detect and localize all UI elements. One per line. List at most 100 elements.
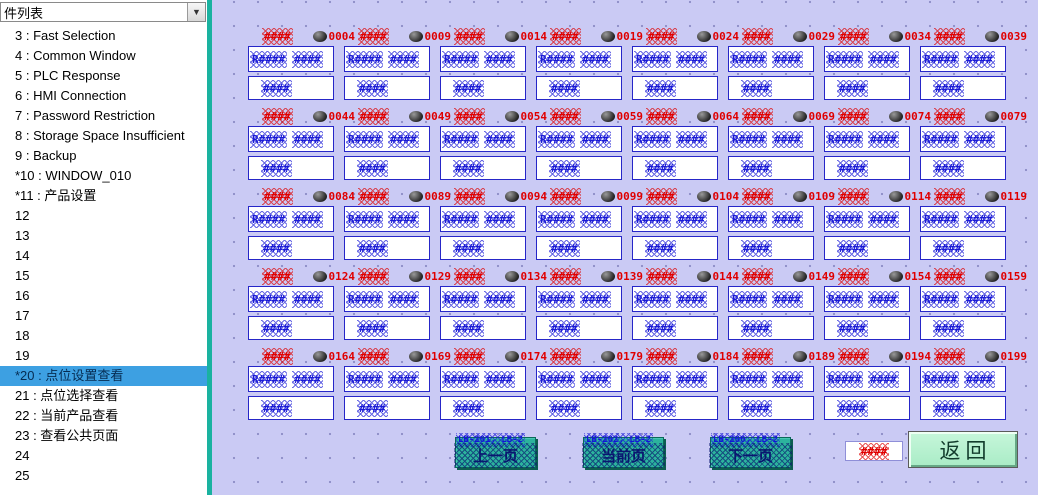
register-display-box[interactable]: R#### #### (824, 126, 910, 152)
register-display-box[interactable]: R#### #### (248, 366, 334, 392)
indicator-lamp-icon[interactable] (600, 270, 615, 282)
point-id-label[interactable]: #### 0194 (824, 347, 931, 365)
value-display-box[interactable]: #### (344, 156, 430, 180)
register-display-box[interactable]: R#### #### (824, 286, 910, 312)
value-display-box[interactable]: #### (536, 236, 622, 260)
window-list-item[interactable]: 17 (15, 308, 30, 323)
value-display-box[interactable]: #### (440, 316, 526, 340)
value-display-box[interactable]: #### (824, 236, 910, 260)
hmi-canvas[interactable]: #### 0004 R#### #### #### #### 0009 R#### #### ##… (212, 0, 1038, 495)
indicator-lamp-icon[interactable] (888, 30, 903, 42)
point-id-label[interactable]: #### 0044 (248, 107, 355, 125)
value-display-box[interactable]: #### (728, 396, 814, 420)
window-list-item[interactable]: *10 : WINDOW_010 (15, 168, 132, 183)
register-display-box[interactable]: R#### #### (920, 46, 1006, 72)
indicator-lamp-icon[interactable] (792, 30, 807, 42)
point-id-label[interactable]: #### 0054 (440, 107, 547, 125)
value-display-box[interactable]: #### (920, 156, 1006, 180)
value-display-box[interactable]: #### (248, 76, 334, 100)
panel-splitter[interactable] (207, 0, 212, 495)
point-id-label[interactable]: #### 0134 (440, 267, 547, 285)
value-display-box[interactable]: #### (728, 316, 814, 340)
window-list-item[interactable]: 22 : 当前产品查看 (15, 408, 119, 423)
window-list-item[interactable]: 25 (15, 468, 30, 483)
point-id-label[interactable]: #### 0084 (248, 187, 355, 205)
prev-page-button[interactable]: LB-201, LB-2 上一页 (454, 433, 537, 468)
point-id-label[interactable]: #### 0109 (728, 187, 835, 205)
indicator-lamp-icon[interactable] (888, 270, 903, 282)
indicator-lamp-icon[interactable] (984, 350, 999, 362)
value-display-box[interactable]: #### (632, 156, 718, 180)
indicator-lamp-icon[interactable] (600, 30, 615, 42)
numeric-display-box[interactable]: #### (845, 441, 903, 461)
point-id-label[interactable]: #### 0159 (920, 267, 1027, 285)
register-display-box[interactable]: R#### #### (344, 366, 430, 392)
point-id-label[interactable]: #### 0014 (440, 27, 547, 45)
value-display-box[interactable]: #### (920, 76, 1006, 100)
indicator-lamp-icon[interactable] (600, 350, 615, 362)
value-display-box[interactable]: #### (248, 396, 334, 420)
register-display-box[interactable]: R#### #### (920, 286, 1006, 312)
indicator-lamp-icon[interactable] (504, 350, 519, 362)
indicator-lamp-icon[interactable] (504, 30, 519, 42)
indicator-lamp-icon[interactable] (888, 350, 903, 362)
indicator-lamp-icon[interactable] (984, 30, 999, 42)
indicator-lamp-icon[interactable] (696, 110, 711, 122)
value-display-box[interactable]: #### (440, 396, 526, 420)
value-display-box[interactable]: #### (728, 76, 814, 100)
register-display-box[interactable]: R#### #### (824, 366, 910, 392)
point-id-label[interactable]: #### 0089 (344, 187, 451, 205)
value-display-box[interactable]: #### (344, 316, 430, 340)
point-id-label[interactable]: #### 0119 (920, 187, 1027, 205)
indicator-lamp-icon[interactable] (408, 110, 423, 122)
indicator-lamp-icon[interactable] (408, 30, 423, 42)
register-display-box[interactable]: R#### #### (536, 126, 622, 152)
value-display-box[interactable]: #### (536, 396, 622, 420)
point-id-label[interactable]: #### 0184 (632, 347, 739, 365)
point-id-label[interactable]: #### 0049 (344, 107, 451, 125)
value-display-box[interactable]: #### (632, 236, 718, 260)
indicator-lamp-icon[interactable] (312, 270, 327, 282)
indicator-lamp-icon[interactable] (984, 110, 999, 122)
indicator-lamp-icon[interactable] (696, 190, 711, 202)
window-list-item[interactable]: 6 : HMI Connection (15, 88, 127, 103)
register-display-box[interactable]: R#### #### (344, 126, 430, 152)
register-display-box[interactable]: R#### #### (440, 46, 526, 72)
window-list-item[interactable]: 24 (15, 448, 30, 463)
register-display-box[interactable]: R#### #### (440, 206, 526, 232)
value-display-box[interactable]: #### (824, 396, 910, 420)
point-id-label[interactable]: #### 0079 (920, 107, 1027, 125)
window-list-item[interactable]: 18 (15, 328, 30, 343)
register-display-box[interactable]: R#### #### (440, 126, 526, 152)
indicator-lamp-icon[interactable] (312, 30, 327, 42)
register-display-box[interactable]: R#### #### (632, 366, 718, 392)
window-list-item[interactable]: 3 : Fast Selection (15, 28, 116, 43)
register-display-box[interactable]: R#### #### (920, 126, 1006, 152)
register-display-box[interactable]: R#### #### (728, 206, 814, 232)
indicator-lamp-icon[interactable] (408, 270, 423, 282)
window-list-item[interactable]: *20 : 点位设置查看 (0, 366, 207, 386)
register-display-box[interactable]: R#### #### (536, 366, 622, 392)
register-display-box[interactable]: R#### #### (248, 46, 334, 72)
point-id-label[interactable]: #### 0009 (344, 27, 451, 45)
value-display-box[interactable]: #### (440, 156, 526, 180)
register-display-box[interactable]: R#### #### (824, 206, 910, 232)
window-list-item[interactable]: 8 : Storage Space Insufficient (15, 128, 185, 143)
value-display-box[interactable]: #### (920, 396, 1006, 420)
window-list-item[interactable]: 16 (15, 288, 30, 303)
indicator-lamp-icon[interactable] (984, 270, 999, 282)
window-list-item[interactable]: 19 (15, 348, 30, 363)
register-display-box[interactable]: R#### #### (728, 366, 814, 392)
indicator-lamp-icon[interactable] (696, 270, 711, 282)
register-display-box[interactable]: R#### #### (920, 366, 1006, 392)
value-display-box[interactable]: #### (920, 316, 1006, 340)
value-display-box[interactable]: #### (440, 236, 526, 260)
point-id-label[interactable]: #### 0069 (728, 107, 835, 125)
indicator-lamp-icon[interactable] (600, 110, 615, 122)
register-display-box[interactable]: R#### #### (248, 126, 334, 152)
value-display-box[interactable]: #### (536, 316, 622, 340)
register-display-box[interactable]: R#### #### (344, 286, 430, 312)
register-display-box[interactable]: R#### #### (632, 286, 718, 312)
value-display-box[interactable]: #### (536, 156, 622, 180)
point-id-label[interactable]: #### 0004 (248, 27, 355, 45)
